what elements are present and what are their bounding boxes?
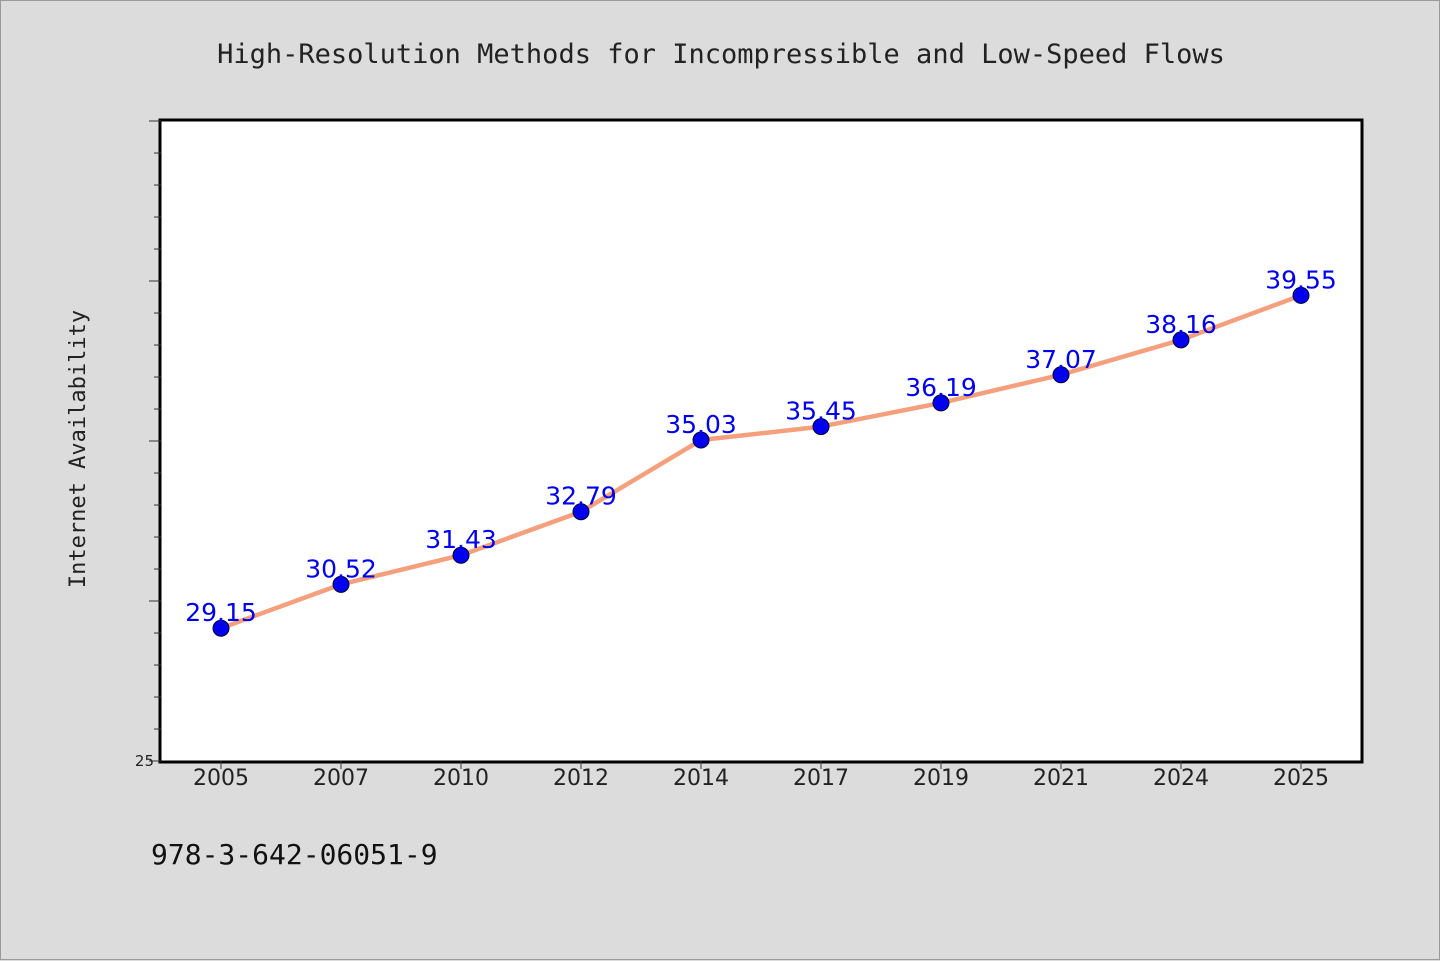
data-label: 38.16 bbox=[1145, 310, 1217, 339]
data-point bbox=[812, 418, 830, 436]
data-label: 30.52 bbox=[305, 554, 377, 583]
data-point bbox=[212, 619, 230, 637]
data-label: 32.79 bbox=[545, 482, 617, 511]
data-point bbox=[1172, 331, 1190, 349]
data-point bbox=[692, 431, 710, 449]
data-label: 37.07 bbox=[1025, 345, 1097, 374]
data-label: 35.03 bbox=[665, 410, 737, 439]
x-tick-label: 2012 bbox=[553, 766, 609, 791]
y-tick-label: 25 bbox=[135, 752, 154, 770]
x-axis-ticks: 2005 2007 2010 2012 2014 2017 2019 2021 2024 2025 bbox=[193, 761, 1329, 791]
plot-area bbox=[158, 118, 1364, 764]
data-label: 35.45 bbox=[785, 397, 857, 426]
data-label: 39.55 bbox=[1265, 265, 1337, 294]
x-tick-label: 2025 bbox=[1273, 766, 1329, 791]
y-axis-label: Internet Availability bbox=[66, 310, 91, 588]
data-point bbox=[572, 503, 590, 521]
data-point bbox=[932, 394, 950, 412]
x-tick-label: 2024 bbox=[1153, 766, 1209, 791]
x-tick-label: 2005 bbox=[193, 766, 249, 791]
data-label: 36.19 bbox=[905, 373, 977, 402]
data-point bbox=[1292, 286, 1310, 304]
data-point bbox=[1052, 366, 1070, 384]
x-tick-label: 2019 bbox=[913, 766, 969, 791]
isbn-footer: 978-3-642-06051-9 bbox=[151, 838, 438, 871]
y-axis-ticks: 25 bbox=[135, 120, 161, 770]
series-layer: 29.15 30.52 31.43 32.79 35.03 35.45 36.19 37.07… bbox=[185, 265, 1337, 637]
data-label: 29.15 bbox=[185, 598, 257, 627]
series-line bbox=[218, 293, 1304, 631]
data-point bbox=[332, 575, 350, 593]
x-tick-label: 2010 bbox=[433, 766, 489, 791]
x-tick-label: 2007 bbox=[313, 766, 369, 791]
x-tick-label: 2017 bbox=[793, 766, 849, 791]
chart-title: High-Resolution Methods for Incompressib… bbox=[217, 39, 1225, 70]
x-tick-label: 2014 bbox=[673, 766, 729, 791]
x-tick-label: 2021 bbox=[1033, 766, 1089, 791]
data-label: 31.43 bbox=[425, 525, 497, 554]
data-point bbox=[452, 546, 470, 564]
